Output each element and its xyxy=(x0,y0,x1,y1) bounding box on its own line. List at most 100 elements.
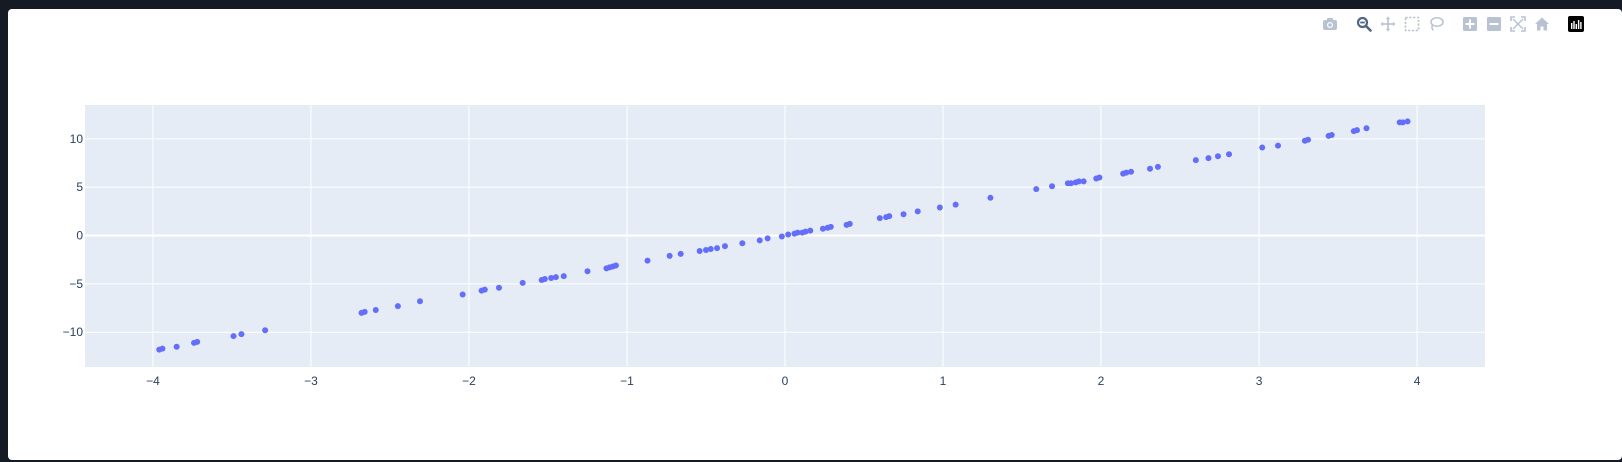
modebar xyxy=(1308,12,1588,36)
data-point[interactable] xyxy=(1226,151,1233,158)
data-point[interactable] xyxy=(394,303,401,310)
data-point[interactable] xyxy=(1068,180,1075,187)
data-point[interactable] xyxy=(519,279,526,286)
data-point[interactable] xyxy=(900,211,907,218)
modebar-group xyxy=(1352,12,1448,36)
plotly-logo-icon[interactable] xyxy=(1564,12,1588,36)
data-point[interactable] xyxy=(416,298,423,305)
x-tick-label: −3 xyxy=(304,374,318,388)
data-point[interactable] xyxy=(785,231,792,238)
x-tick-label: 0 xyxy=(782,374,789,388)
autoscale-icon[interactable] xyxy=(1506,12,1530,36)
y-tick-label: 5 xyxy=(76,180,83,194)
data-point[interactable] xyxy=(721,243,728,250)
data-point[interactable] xyxy=(173,343,180,350)
data-point[interactable] xyxy=(1049,183,1056,190)
data-point[interactable] xyxy=(702,247,709,254)
zoom-in-icon[interactable] xyxy=(1458,12,1482,36)
data-point[interactable] xyxy=(987,194,994,201)
pan-icon[interactable] xyxy=(1376,12,1400,36)
data-point[interactable] xyxy=(1075,178,1082,185)
data-points xyxy=(156,118,1411,353)
data-point[interactable] xyxy=(1354,127,1361,134)
camera-icon[interactable] xyxy=(1318,12,1342,36)
x-axis-ticks: −4 −3 −2 −1 0 1 2 3 4 xyxy=(146,374,1421,388)
chart-container: −4 −3 −2 −1 0 1 2 3 4 −10 −5 0 5 10 xyxy=(8,9,1622,460)
data-point[interactable] xyxy=(459,291,466,298)
data-point[interactable] xyxy=(495,284,502,291)
data-point[interactable] xyxy=(1363,125,1370,132)
data-point[interactable] xyxy=(1080,178,1087,185)
data-point[interactable] xyxy=(194,338,201,345)
data-point[interactable] xyxy=(262,327,269,334)
data-point[interactable] xyxy=(1214,153,1221,160)
modebar-group xyxy=(1458,12,1554,36)
data-point[interactable] xyxy=(560,273,567,280)
data-point[interactable] xyxy=(548,275,555,282)
y-tick-label: −10 xyxy=(63,325,84,339)
data-point[interactable] xyxy=(952,201,959,208)
data-point[interactable] xyxy=(1096,174,1103,181)
data-point[interactable] xyxy=(794,229,801,236)
data-point[interactable] xyxy=(1205,155,1212,162)
data-point[interactable] xyxy=(819,225,826,232)
x-tick-label: −4 xyxy=(146,374,160,388)
data-point[interactable] xyxy=(807,227,814,234)
data-point[interactable] xyxy=(714,245,721,252)
y-tick-label: 0 xyxy=(76,229,83,243)
data-point[interactable] xyxy=(914,208,921,215)
data-point[interactable] xyxy=(1404,118,1411,125)
data-point[interactable] xyxy=(644,257,651,264)
x-tick-label: −1 xyxy=(620,374,634,388)
data-point[interactable] xyxy=(827,223,834,230)
lasso-select-icon[interactable] xyxy=(1424,12,1448,36)
data-point[interactable] xyxy=(541,276,548,283)
data-point[interactable] xyxy=(1399,119,1406,126)
data-point[interactable] xyxy=(707,246,714,253)
grid-lines xyxy=(85,105,1485,367)
y-tick-label: 10 xyxy=(70,132,84,146)
data-point[interactable] xyxy=(764,235,771,242)
data-point[interactable] xyxy=(1328,131,1335,138)
data-point[interactable] xyxy=(1128,168,1135,175)
x-tick-label: 4 xyxy=(1414,374,1421,388)
data-point[interactable] xyxy=(552,274,559,281)
data-point[interactable] xyxy=(230,333,237,340)
data-point[interactable] xyxy=(666,252,673,259)
data-point[interactable] xyxy=(677,250,684,257)
data-point[interactable] xyxy=(1259,144,1266,151)
data-point[interactable] xyxy=(1147,165,1154,172)
reset-axes-icon[interactable] xyxy=(1530,12,1554,36)
data-point[interactable] xyxy=(481,286,488,293)
x-tick-label: 1 xyxy=(940,374,947,388)
data-point[interactable] xyxy=(778,233,785,240)
box-select-icon[interactable] xyxy=(1400,12,1424,36)
data-point[interactable] xyxy=(584,268,591,275)
data-point[interactable] xyxy=(1123,169,1130,176)
data-point[interactable] xyxy=(1033,186,1040,193)
data-point[interactable] xyxy=(846,220,853,227)
modebar-group xyxy=(1318,12,1342,36)
data-point[interactable] xyxy=(756,237,763,244)
data-point[interactable] xyxy=(1192,157,1199,164)
data-point[interactable] xyxy=(361,308,368,315)
data-point[interactable] xyxy=(1305,136,1312,143)
data-point[interactable] xyxy=(1154,163,1161,170)
data-point[interactable] xyxy=(802,228,809,235)
data-point[interactable] xyxy=(739,240,746,247)
data-point[interactable] xyxy=(936,204,943,211)
data-point[interactable] xyxy=(612,262,619,269)
y-tick-label: −5 xyxy=(69,277,83,291)
data-point[interactable] xyxy=(696,247,703,254)
data-point[interactable] xyxy=(238,331,245,338)
data-point[interactable] xyxy=(886,213,893,220)
x-tick-label: 3 xyxy=(1256,374,1263,388)
modebar-group xyxy=(1564,12,1588,36)
data-point[interactable] xyxy=(1275,142,1282,149)
data-point[interactable] xyxy=(159,345,166,352)
zoom-icon[interactable] xyxy=(1352,12,1376,36)
data-point[interactable] xyxy=(876,215,883,222)
zoom-out-icon[interactable] xyxy=(1482,12,1506,36)
data-point[interactable] xyxy=(372,306,379,313)
